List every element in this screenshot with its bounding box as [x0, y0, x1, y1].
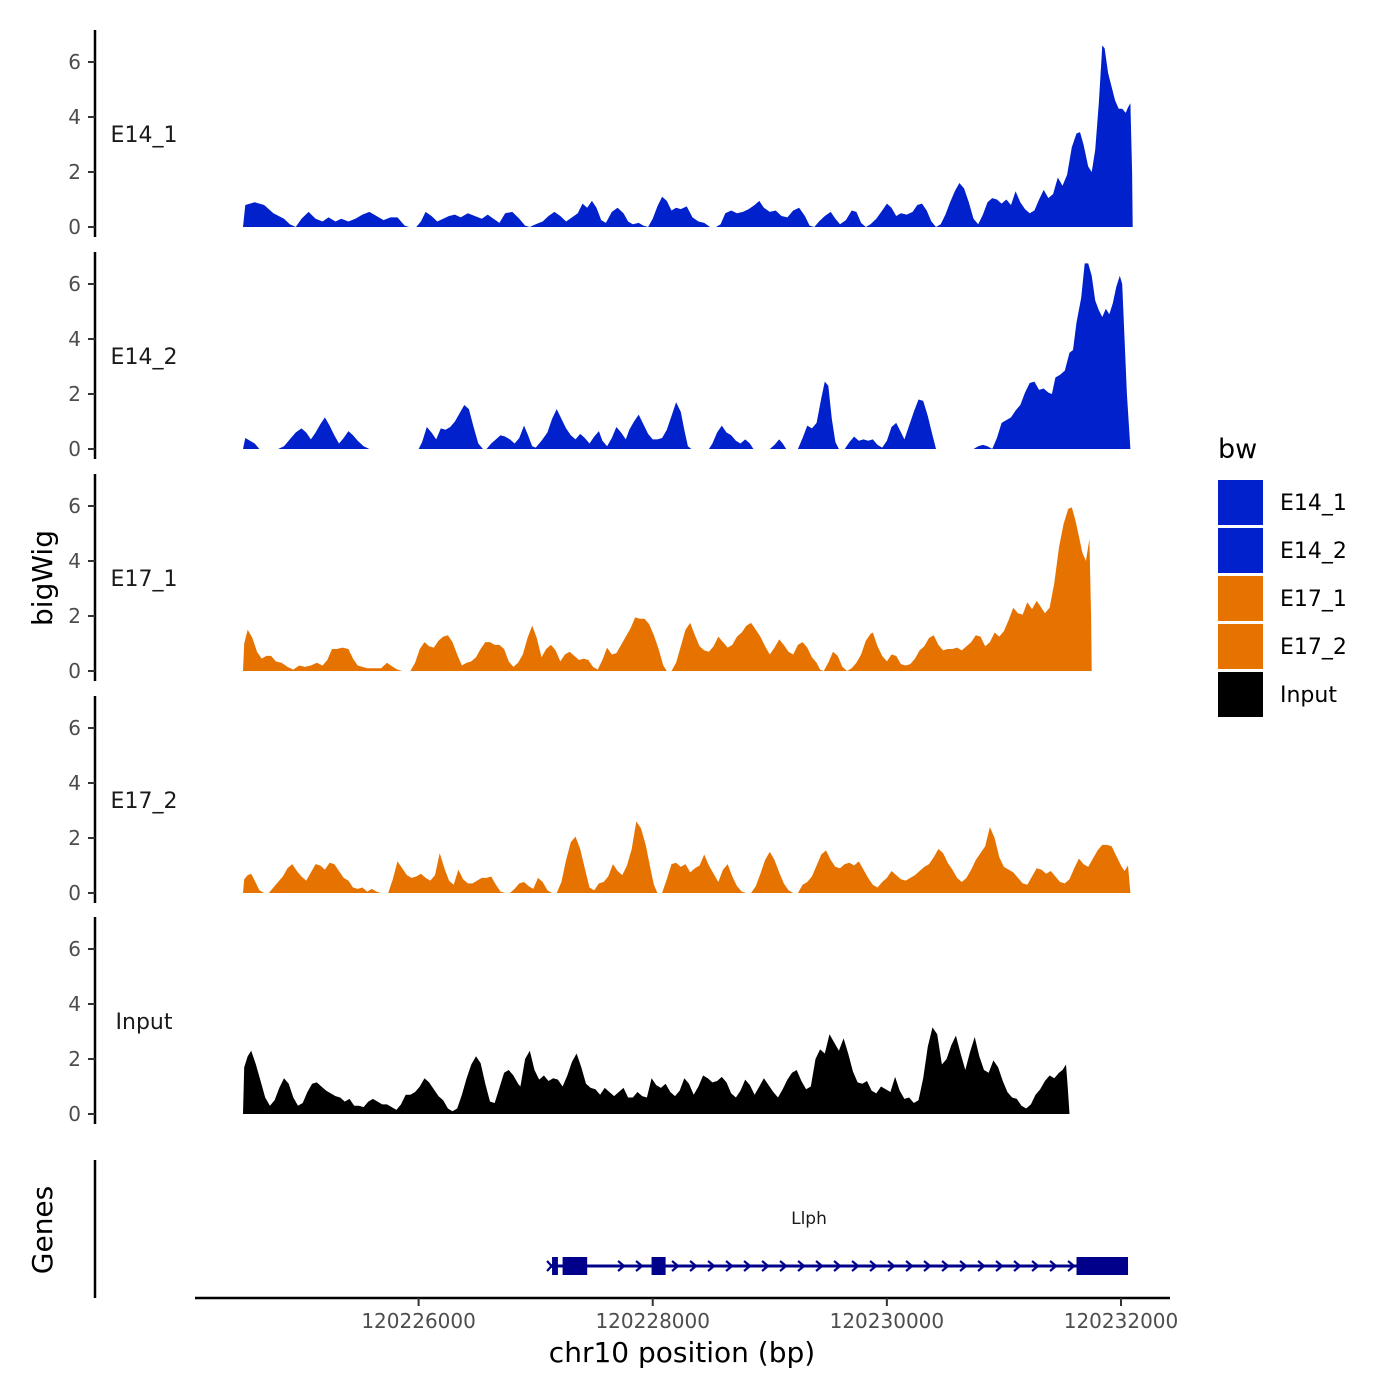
track-Input: 0 2 4 6 Input: [68, 917, 1070, 1126]
strand-arrow: [959, 1260, 968, 1272]
gene-exon: [651, 1257, 666, 1275]
strand-arrow: [851, 1260, 860, 1272]
legend-label: Input: [1280, 683, 1337, 708]
y-tick-label: 0: [68, 1102, 81, 1126]
gene-exon: [562, 1257, 588, 1275]
strand-arrow: [761, 1260, 770, 1272]
track-E14_2: 0 2 4 6 E14_2: [68, 252, 1131, 461]
y-tick-label: 4: [68, 549, 81, 573]
x-tick-label: 120232000: [1064, 1309, 1179, 1333]
y-tick-label: 2: [68, 1047, 81, 1071]
track-label-E14_2: E14_2: [111, 345, 178, 370]
legend-label: E14_1: [1280, 491, 1347, 516]
gene-track: Llph: [93, 1160, 1129, 1298]
x-axis-title: chr10 position (bp): [549, 1336, 815, 1369]
y-tick-label: 0: [68, 437, 81, 461]
y-tick-label: 0: [68, 659, 81, 683]
strand-arrow: [941, 1260, 950, 1272]
y-tick-label: 6: [68, 50, 81, 74]
track-E17_2: 0 2 4 6 E17_2: [68, 696, 1131, 905]
strand-arrow: [923, 1260, 932, 1272]
x-tick-label: 120228000: [595, 1309, 710, 1333]
signal-area-E17_2: [243, 821, 1131, 893]
signal-area-E17_1: [243, 507, 1092, 671]
y-tick-label: 0: [68, 215, 81, 239]
legend-label: E14_2: [1280, 539, 1347, 564]
signal-area-E14_1: [243, 45, 1133, 227]
signal-tracks: 0 2 4 6 E14_1 0 2 4 6 E14_2 0 2 4 6 E17_1 0 2 4 6 E17_2 0 2 4 6…: [68, 30, 1133, 1126]
y-tick-label: 4: [68, 105, 81, 129]
strand-arrow: [905, 1260, 914, 1272]
strand-arrow: [779, 1260, 788, 1272]
legend-item-E14_1: E14_1: [1218, 480, 1347, 525]
strand-arrow: [887, 1260, 896, 1272]
track-E17_1: 0 2 4 6 E17_1: [68, 474, 1092, 683]
strand-arrow: [995, 1260, 1004, 1272]
strand-arrow: [671, 1260, 680, 1272]
signal-area-Input: [243, 1027, 1070, 1114]
y-tick-label: 6: [68, 716, 81, 740]
y-tick-label: 4: [68, 771, 81, 795]
x-tick-label: 120230000: [830, 1309, 945, 1333]
y-tick-label: 6: [68, 937, 81, 961]
genes-track-title: Genes: [26, 1186, 59, 1274]
legend-label: E17_2: [1280, 635, 1347, 660]
legend-swatch: [1218, 624, 1263, 669]
strand-arrow: [1031, 1260, 1040, 1272]
y-tick-label: 2: [68, 826, 81, 850]
legend-swatch: [1218, 480, 1263, 525]
strand-arrow: [617, 1260, 626, 1272]
x-axis: 120226000 120228000 120230000 120232000: [195, 1296, 1179, 1333]
y-axis-title: bigWig: [26, 530, 59, 626]
strand-arrow: [1013, 1260, 1022, 1272]
strand-arrow: [977, 1260, 986, 1272]
y-tick-label: 2: [68, 604, 81, 628]
strand-arrow: [869, 1260, 878, 1272]
y-tick-label: 6: [68, 494, 81, 518]
strand-arrow: [689, 1260, 698, 1272]
strand-arrow: [833, 1260, 842, 1272]
y-tick-label: 4: [68, 992, 81, 1016]
gene-name-label: Llph: [791, 1209, 827, 1229]
legend-item-Input: Input: [1218, 672, 1337, 717]
strand-arrow: [1067, 1260, 1076, 1272]
legend-swatch: [1218, 672, 1263, 717]
y-tick-label: 2: [68, 382, 81, 406]
legend-swatch: [1218, 528, 1263, 573]
legend-swatch: [1218, 576, 1263, 621]
legend-item-E17_1: E17_1: [1218, 576, 1347, 621]
x-tick-label: 120226000: [361, 1309, 476, 1333]
y-tick-label: 6: [68, 272, 81, 296]
signal-area-E14_2: [243, 263, 1131, 449]
track-label-E17_1: E17_1: [111, 567, 178, 592]
legend-item-E17_2: E17_2: [1218, 624, 1347, 669]
strand-arrow: [1049, 1260, 1058, 1272]
legend-item-E14_2: E14_2: [1218, 528, 1347, 573]
y-tick-label: 0: [68, 881, 81, 905]
track-label-Input: Input: [116, 1010, 173, 1035]
strand-arrow: [725, 1260, 734, 1272]
strand-arrow: [815, 1260, 824, 1272]
legend: bw E14_1 E14_2 E17_1 E17_2 Input: [1218, 434, 1347, 717]
legend-title: bw: [1218, 434, 1257, 465]
strand-arrow: [707, 1260, 716, 1272]
strand-arrow: [635, 1260, 644, 1272]
gene-exon: [1076, 1257, 1129, 1275]
strand-arrow: [743, 1260, 752, 1272]
track-E14_1: 0 2 4 6 E14_1: [68, 30, 1133, 239]
track-label-E17_2: E17_2: [111, 789, 178, 814]
strand-arrow: [797, 1260, 806, 1272]
gene-exon: [552, 1257, 558, 1275]
track-label-E14_1: E14_1: [111, 123, 178, 148]
y-tick-label: 2: [68, 160, 81, 184]
y-tick-label: 4: [68, 327, 81, 351]
legend-label: E17_1: [1280, 587, 1347, 612]
